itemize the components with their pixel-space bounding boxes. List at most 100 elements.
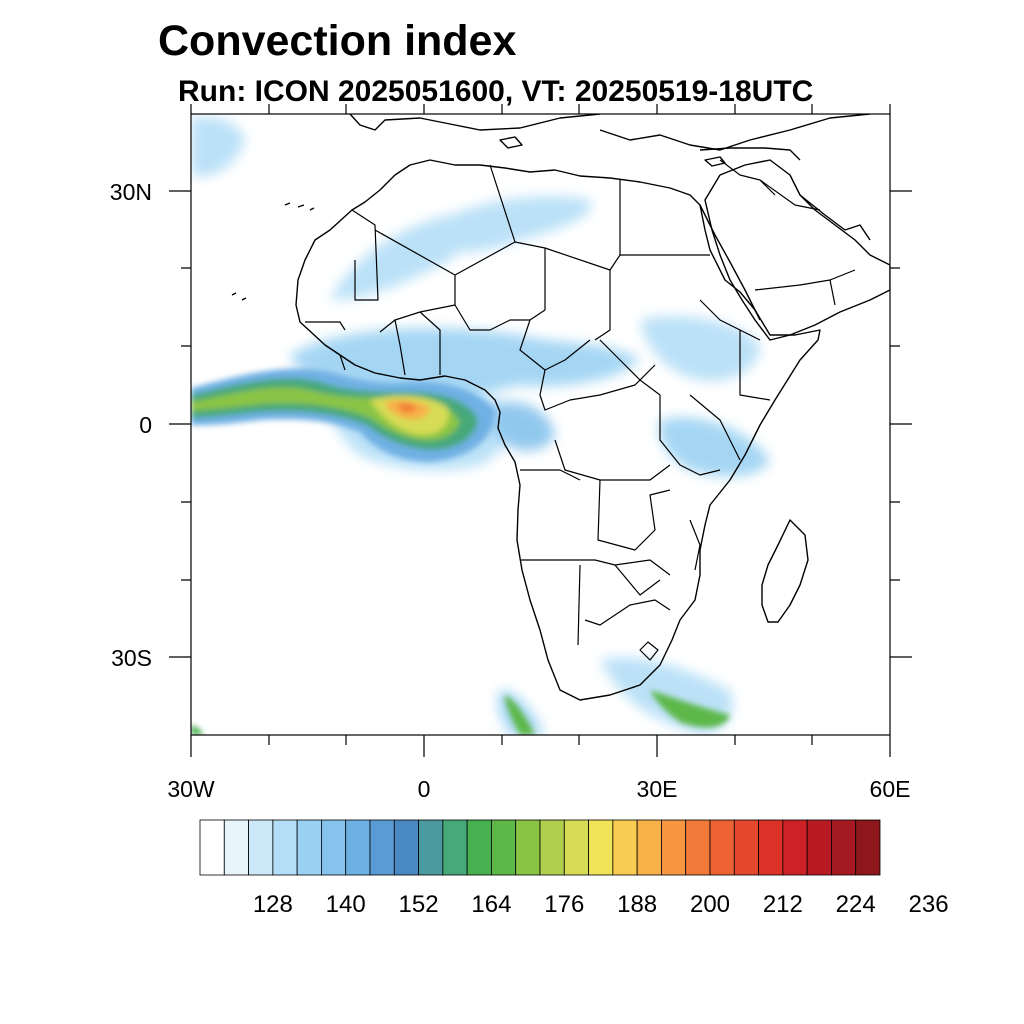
field-east-africa: [659, 417, 770, 477]
border-27: [719, 159, 776, 196]
lat-axis-labels: 30N 0 30S: [110, 179, 152, 671]
border-23: [584, 599, 671, 626]
border-10: [419, 311, 441, 375]
border-1: [351, 209, 379, 301]
colorbar-swatch: [491, 819, 517, 876]
madagascar-coastline: [761, 519, 809, 623]
colorbar-swatch: [588, 819, 614, 876]
colorbar-swatch: [782, 819, 808, 876]
colorbar-swatch: [855, 819, 881, 876]
colorbar-swatch: [563, 819, 589, 876]
field-gulf-peak: [398, 403, 417, 413]
colorbar-swatch: [296, 819, 322, 876]
colorbar-swatch: [272, 819, 298, 876]
colorbar-swatch: [636, 819, 662, 876]
colorbar-swatch: [442, 819, 468, 876]
colorbar-label: 236: [909, 891, 949, 918]
border-17: [659, 395, 721, 476]
colorbar-swatch: [831, 819, 857, 876]
colorbar-label: 164: [471, 891, 511, 918]
field-satl-core: [505, 695, 535, 735]
colorbar-swatch: [321, 819, 347, 876]
colorbar-swatch: [418, 819, 444, 876]
lat-label-30n: 30N: [110, 179, 152, 205]
colorbar-swatch: [223, 819, 249, 876]
colorbar-swatch: [515, 819, 541, 876]
colorbar-swatch: [685, 819, 711, 876]
border-15: [739, 330, 771, 401]
border-32: [305, 321, 346, 331]
africa-coastline: [295, 159, 821, 701]
border-31: [324, 344, 346, 371]
colorbar-label: 140: [326, 891, 366, 918]
border-30: [829, 279, 836, 306]
persian-gulf: [799, 194, 871, 241]
lon-label-0: 0: [418, 776, 431, 802]
border-25: [689, 519, 701, 571]
border-7: [609, 254, 621, 271]
border-11: [394, 319, 406, 376]
field-west-africa-band: [290, 327, 640, 395]
field-sw-corner: [191, 725, 203, 735]
chart-title: Convection index: [158, 17, 516, 65]
europe-coastline: [349, 114, 871, 151]
country-borders: [305, 159, 856, 661]
lon-label-30w: 30W: [167, 776, 215, 802]
border-16: [689, 394, 741, 461]
border-4: [489, 164, 516, 243]
colorbar-swatch: [466, 819, 492, 876]
lon-axis-labels: 30W 0 30E 60E: [167, 776, 910, 802]
colorbar-labels: 128 140 152 164 176 188 200 212 224 236: [253, 891, 949, 918]
colorbar-label: 224: [836, 891, 876, 918]
colorbar-label: 128: [253, 891, 293, 918]
chart-subtitle: Run: ICON 2025051600, VT: 20250519-18UTC: [178, 75, 813, 108]
canary-islands: [284, 202, 315, 211]
lon-label-30e: 30E: [637, 776, 678, 802]
border-26: [639, 641, 659, 661]
field-sahara-central: [420, 196, 592, 252]
colorbar-swatch: [733, 819, 759, 876]
field-nw-corner: [191, 116, 245, 177]
colorbar-label: 212: [763, 891, 803, 918]
border-12: [539, 364, 656, 411]
colorbar-swatch: [199, 819, 225, 876]
axis-ticks: [169, 104, 912, 757]
colorbar-label: 152: [399, 891, 439, 918]
colorbar-swatch: [248, 819, 274, 876]
cyprus-coastline: [704, 156, 726, 167]
colorbar: 128 140 152 164 176 188 200 212 224 236: [199, 819, 949, 918]
field-sa-core: [650, 690, 730, 728]
colorbar-swatch: [369, 819, 395, 876]
colorbar-swatch: [758, 819, 784, 876]
red-sea-shore: [699, 204, 761, 321]
coastlines: [231, 114, 890, 701]
colorbar-swatch: [345, 819, 371, 876]
colorbar-swatch: [709, 819, 735, 876]
border-5: [544, 247, 611, 341]
colorbar-swatch: [539, 819, 565, 876]
colorbar-swatch: [612, 819, 638, 876]
field-ethiopia: [640, 316, 760, 381]
colorbar-swatches: [199, 819, 881, 876]
border-19: [520, 469, 581, 481]
border-22: [577, 564, 581, 646]
colorbar-swatch: [393, 819, 419, 876]
map-panel: [191, 114, 890, 735]
cape-verde: [231, 292, 247, 301]
border-8: [519, 309, 591, 371]
field-congo: [490, 401, 555, 451]
border-24: [614, 564, 661, 596]
lat-label-0: 0: [139, 412, 152, 438]
lat-label-30s: 30S: [111, 645, 152, 671]
colorbar-label: 176: [544, 891, 584, 918]
border-9: [454, 304, 530, 331]
border-14: [699, 299, 761, 341]
lon-label-60e: 60E: [870, 776, 911, 802]
border-13: [599, 339, 661, 396]
colorbar-label: 188: [617, 891, 657, 918]
border-28: [759, 179, 821, 211]
colorbar-label: 200: [690, 891, 730, 918]
sicily-coastline: [499, 136, 523, 149]
colorbar-swatch: [806, 819, 832, 876]
